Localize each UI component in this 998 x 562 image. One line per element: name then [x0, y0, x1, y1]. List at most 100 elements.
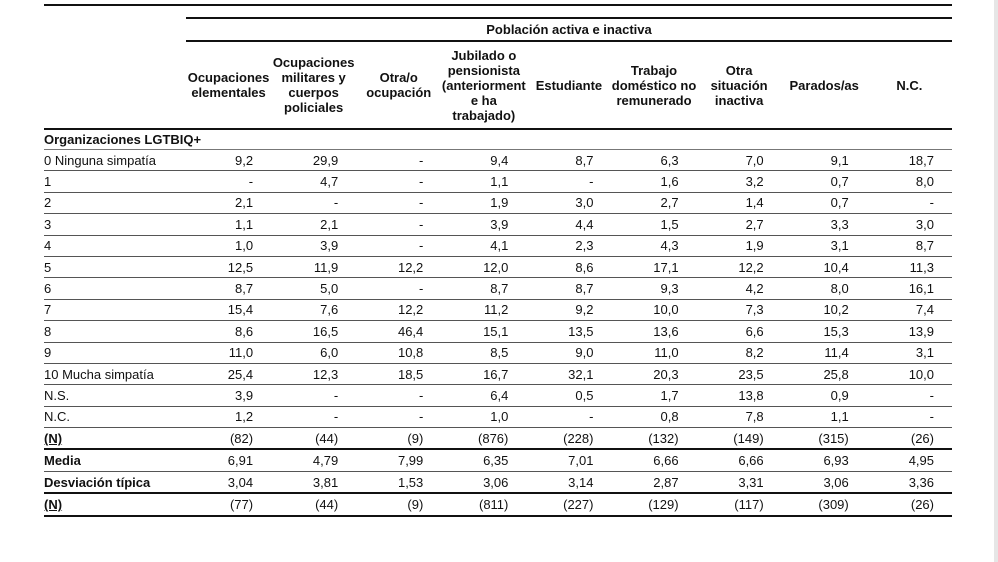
data-table: Población activa e inactiva Ocupaciones … — [44, 17, 952, 517]
column-header: Trabajo doméstico no remunerado — [611, 41, 697, 130]
table-cell: 0,7 — [781, 192, 867, 215]
table-cell: 16,1 — [866, 277, 952, 300]
table-cell: 3,9 — [271, 235, 357, 257]
table-cell: - — [356, 384, 442, 407]
table-cell: 8,0 — [781, 277, 867, 300]
row-label-text: N.S. — [44, 387, 70, 403]
table-cell: 1,9 — [441, 192, 527, 215]
table-cell: 2,3 — [526, 235, 612, 257]
table-cell: 1,53 — [356, 471, 442, 495]
table-cell: 4,2 — [696, 277, 782, 300]
row-label-text: 9 — [44, 345, 52, 361]
table-cell: (149) — [696, 427, 782, 451]
table-cell: 3,06 — [441, 471, 527, 495]
table-cell: 7,99 — [356, 449, 442, 472]
table-cell: 1,2 — [186, 406, 272, 429]
table-cell: 11,9 — [271, 256, 357, 279]
table-cell: (9) — [356, 427, 442, 451]
row-label-text: 1 — [44, 174, 52, 190]
row-label: N.S. — [44, 384, 186, 407]
table-cell: 8,7 — [441, 277, 527, 300]
row-label-text: 2 — [44, 195, 52, 211]
table-cell: - — [271, 384, 357, 407]
row-label-text: N.C. — [44, 409, 70, 425]
table-cell: 6,35 — [441, 449, 527, 472]
table-cell: (132) — [611, 427, 697, 451]
table-cell: 10,0 — [611, 299, 697, 322]
table-cell: 12,2 — [356, 299, 442, 322]
table-cell: 6,93 — [781, 449, 867, 472]
table-row: (N) (77) (44) (9) (811) (227) (129) (117) (309)(… — [44, 493, 952, 517]
row-label: 9 — [44, 342, 186, 364]
table-cell: - — [271, 192, 357, 215]
table-cell: 3,0 — [866, 213, 952, 236]
table-cell: 6,0 — [271, 342, 357, 364]
row-label: 10 Mucha simpatía — [44, 363, 186, 386]
table-row: 4 1,0 3,9-4,1 2,3 4,3 1,9 3,1 8,7 — [44, 235, 952, 257]
table-cell: 12,2 — [356, 256, 442, 279]
corner-cell — [44, 18, 186, 41]
table-cell: (129) — [611, 493, 697, 517]
table-cell: 6,91 — [186, 449, 272, 472]
table-cell: 1,7 — [611, 384, 697, 407]
table-cell: 6,66 — [696, 449, 782, 472]
table-cell: 7,4 — [866, 299, 952, 322]
table-cell: 7,3 — [696, 299, 782, 322]
table-cell: 15,3 — [781, 320, 867, 343]
table-cell: 8,7 — [526, 149, 612, 172]
row-label-text: 4 — [44, 238, 52, 254]
table-cell: 0,8 — [611, 406, 697, 429]
table-cell: 4,79 — [271, 449, 357, 472]
table-cell: (315) — [781, 427, 867, 451]
table-cell: 8,6 — [186, 320, 272, 343]
table-cell: 4,95 — [866, 449, 952, 472]
table-cell: 9,4 — [441, 149, 527, 172]
table-cell: 1,1 — [186, 213, 272, 236]
table-cell: 9,0 — [526, 342, 612, 364]
table-cell: 0,9 — [781, 384, 867, 407]
row-label-text: Desviación típica — [44, 474, 151, 490]
table-cell: 12,0 — [441, 256, 527, 279]
table-cell: (26) — [866, 493, 952, 517]
table-cell: 3,9 — [186, 384, 272, 407]
row-label-text: Media — [44, 453, 81, 469]
table-cell: 3,9 — [441, 213, 527, 236]
table-cell: (9) — [356, 493, 442, 517]
table-cell: 11,0 — [611, 342, 697, 364]
table-cell: 12,2 — [696, 256, 782, 279]
table-cell: (309) — [781, 493, 867, 517]
table-cell: (811) — [441, 493, 527, 517]
table-row: 2 2,1- -1,9 3,0 2,7 1,4 0,7- — [44, 192, 952, 215]
table-cell: - — [356, 192, 442, 215]
table-cell: 3,06 — [781, 471, 867, 495]
table-cell: - — [866, 384, 952, 407]
table-cell: 5,0 — [271, 277, 357, 300]
table-cell: 8,6 — [526, 256, 612, 279]
table-cell: 13,5 — [526, 320, 612, 343]
table-row: Media 6,91 4,79 7,99 6,35 7,01 6,66 6,66 6,93 4,9… — [44, 449, 952, 472]
table-cell: 8,7 — [186, 277, 272, 300]
table-cell: 2,7 — [611, 192, 697, 215]
table-row: 5 12,5 11,9 12,2 12,0 8,6 17,1 12,2 10,4 11,3 — [44, 256, 952, 279]
table-cell: 9,2 — [186, 149, 272, 172]
table-cell: 25,4 — [186, 363, 272, 386]
table-cell: 1,6 — [611, 170, 697, 193]
table-cell: - — [866, 192, 952, 215]
row-label-text: 3 — [44, 216, 52, 232]
table-cell: 3,1 — [781, 235, 867, 257]
row-label: 4 — [44, 235, 186, 257]
table-cell: 18,5 — [356, 363, 442, 386]
row-label: (N) — [44, 427, 186, 451]
table-cell: 8,2 — [696, 342, 782, 364]
row-label-text: 5 — [44, 259, 52, 275]
table-row: 1-4,7-1,1-1,6 3,2 0,7 8,0 — [44, 170, 952, 193]
table-cell: 9,1 — [781, 149, 867, 172]
table-cell: 6,4 — [441, 384, 527, 407]
table-cell: 8,7 — [526, 277, 612, 300]
table-cell: 23,5 — [696, 363, 782, 386]
table-cell: 3,14 — [526, 471, 612, 495]
table-cell: 12,3 — [271, 363, 357, 386]
table-cell: 7,6 — [271, 299, 357, 322]
table-cell: 1,1 — [441, 170, 527, 193]
table-cell: 18,7 — [866, 149, 952, 172]
